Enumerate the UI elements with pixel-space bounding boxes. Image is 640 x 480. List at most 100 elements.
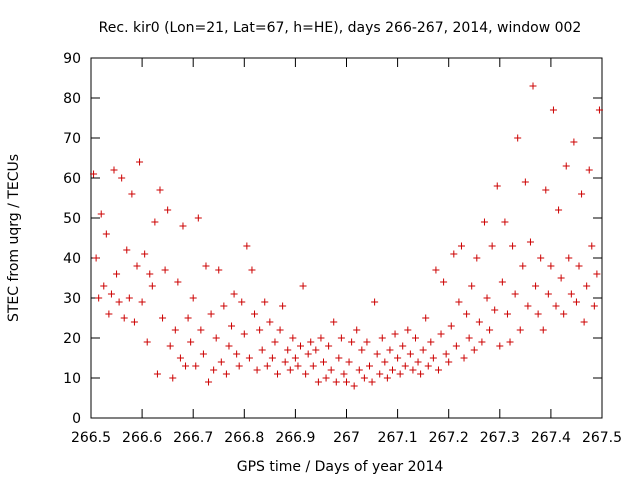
data-point <box>266 318 274 326</box>
data-point <box>228 322 236 330</box>
data-point <box>202 262 210 270</box>
x-axis: 266.5 266.6 266.7 266.8 266.9 267 267.1 267.2 26… <box>71 58 622 446</box>
data-point <box>248 266 256 274</box>
data-point <box>97 210 105 218</box>
data-point <box>447 322 455 330</box>
data-point <box>371 298 379 306</box>
data-point <box>532 282 540 290</box>
data-point <box>240 330 248 338</box>
data-point <box>475 318 483 326</box>
x-tick-label: 266.9 <box>275 430 315 446</box>
data-point <box>501 218 509 226</box>
data-point <box>207 310 215 318</box>
data-point <box>118 174 126 182</box>
x-tick-label: 266.6 <box>122 430 162 446</box>
data-point <box>491 306 499 314</box>
data-point <box>291 354 299 362</box>
data-point <box>440 278 448 286</box>
data-point <box>340 370 348 378</box>
data-point <box>325 342 333 350</box>
data-point <box>406 350 414 358</box>
data-point <box>455 298 463 306</box>
data-point <box>268 354 276 362</box>
data-point <box>274 370 282 378</box>
data-point <box>578 190 586 198</box>
data-point <box>524 302 532 310</box>
data-point <box>572 298 580 306</box>
data-points <box>90 82 603 390</box>
data-point <box>465 334 473 342</box>
data-point <box>557 274 565 282</box>
data-point <box>409 366 417 374</box>
data-point <box>526 238 534 246</box>
data-point <box>555 206 563 214</box>
x-tick-label: 267.1 <box>378 430 418 446</box>
y-tick-label: 70 <box>63 131 81 147</box>
x-tick-label: 267.4 <box>531 430 571 446</box>
data-point <box>312 346 320 354</box>
data-point <box>470 346 478 354</box>
data-point <box>141 250 149 258</box>
data-point <box>194 214 202 222</box>
x-tick-label: 267 <box>333 430 360 446</box>
data-point <box>539 326 547 334</box>
data-point <box>299 282 307 290</box>
data-point <box>161 266 169 274</box>
data-point <box>176 354 184 362</box>
data-point <box>378 334 386 342</box>
data-point <box>128 190 136 198</box>
data-point <box>593 270 601 278</box>
data-point <box>289 334 297 342</box>
data-point <box>388 366 396 374</box>
data-point <box>159 314 167 322</box>
y-tick-label: 50 <box>63 211 81 227</box>
y-tick-label: 0 <box>72 411 81 427</box>
data-point <box>217 358 225 366</box>
data-point <box>133 262 141 270</box>
data-point <box>442 350 450 358</box>
data-point <box>537 254 545 262</box>
data-point <box>192 362 200 370</box>
data-point <box>233 350 241 358</box>
data-point <box>565 254 573 262</box>
data-point <box>353 326 361 334</box>
data-point <box>307 338 315 346</box>
data-point <box>583 282 591 290</box>
data-point <box>146 270 154 278</box>
data-point <box>156 186 164 194</box>
data-point <box>457 242 465 250</box>
data-point <box>179 222 187 230</box>
data-point <box>222 370 230 378</box>
data-point <box>434 366 442 374</box>
data-point <box>570 138 578 146</box>
data-point <box>105 310 113 318</box>
x-tick-label: 266.5 <box>71 430 111 446</box>
data-point <box>327 366 335 374</box>
data-point <box>396 370 404 378</box>
data-point <box>107 290 115 298</box>
data-point <box>279 302 287 310</box>
data-point <box>483 294 491 302</box>
data-point <box>335 354 343 362</box>
data-point <box>115 298 123 306</box>
data-point <box>376 370 384 378</box>
data-point <box>235 362 243 370</box>
data-point <box>519 262 527 270</box>
data-point <box>506 338 514 346</box>
data-point <box>560 310 568 318</box>
data-point <box>529 82 537 90</box>
data-point <box>399 342 407 350</box>
data-point <box>166 342 174 350</box>
y-tick-label: 20 <box>63 331 81 347</box>
data-point <box>320 358 328 366</box>
data-point <box>182 362 190 370</box>
data-point <box>381 358 389 366</box>
data-point <box>337 334 345 342</box>
data-point <box>521 178 529 186</box>
data-point <box>473 254 481 262</box>
data-point <box>580 318 588 326</box>
data-point <box>281 358 289 366</box>
data-point <box>363 338 371 346</box>
data-point <box>171 326 179 334</box>
